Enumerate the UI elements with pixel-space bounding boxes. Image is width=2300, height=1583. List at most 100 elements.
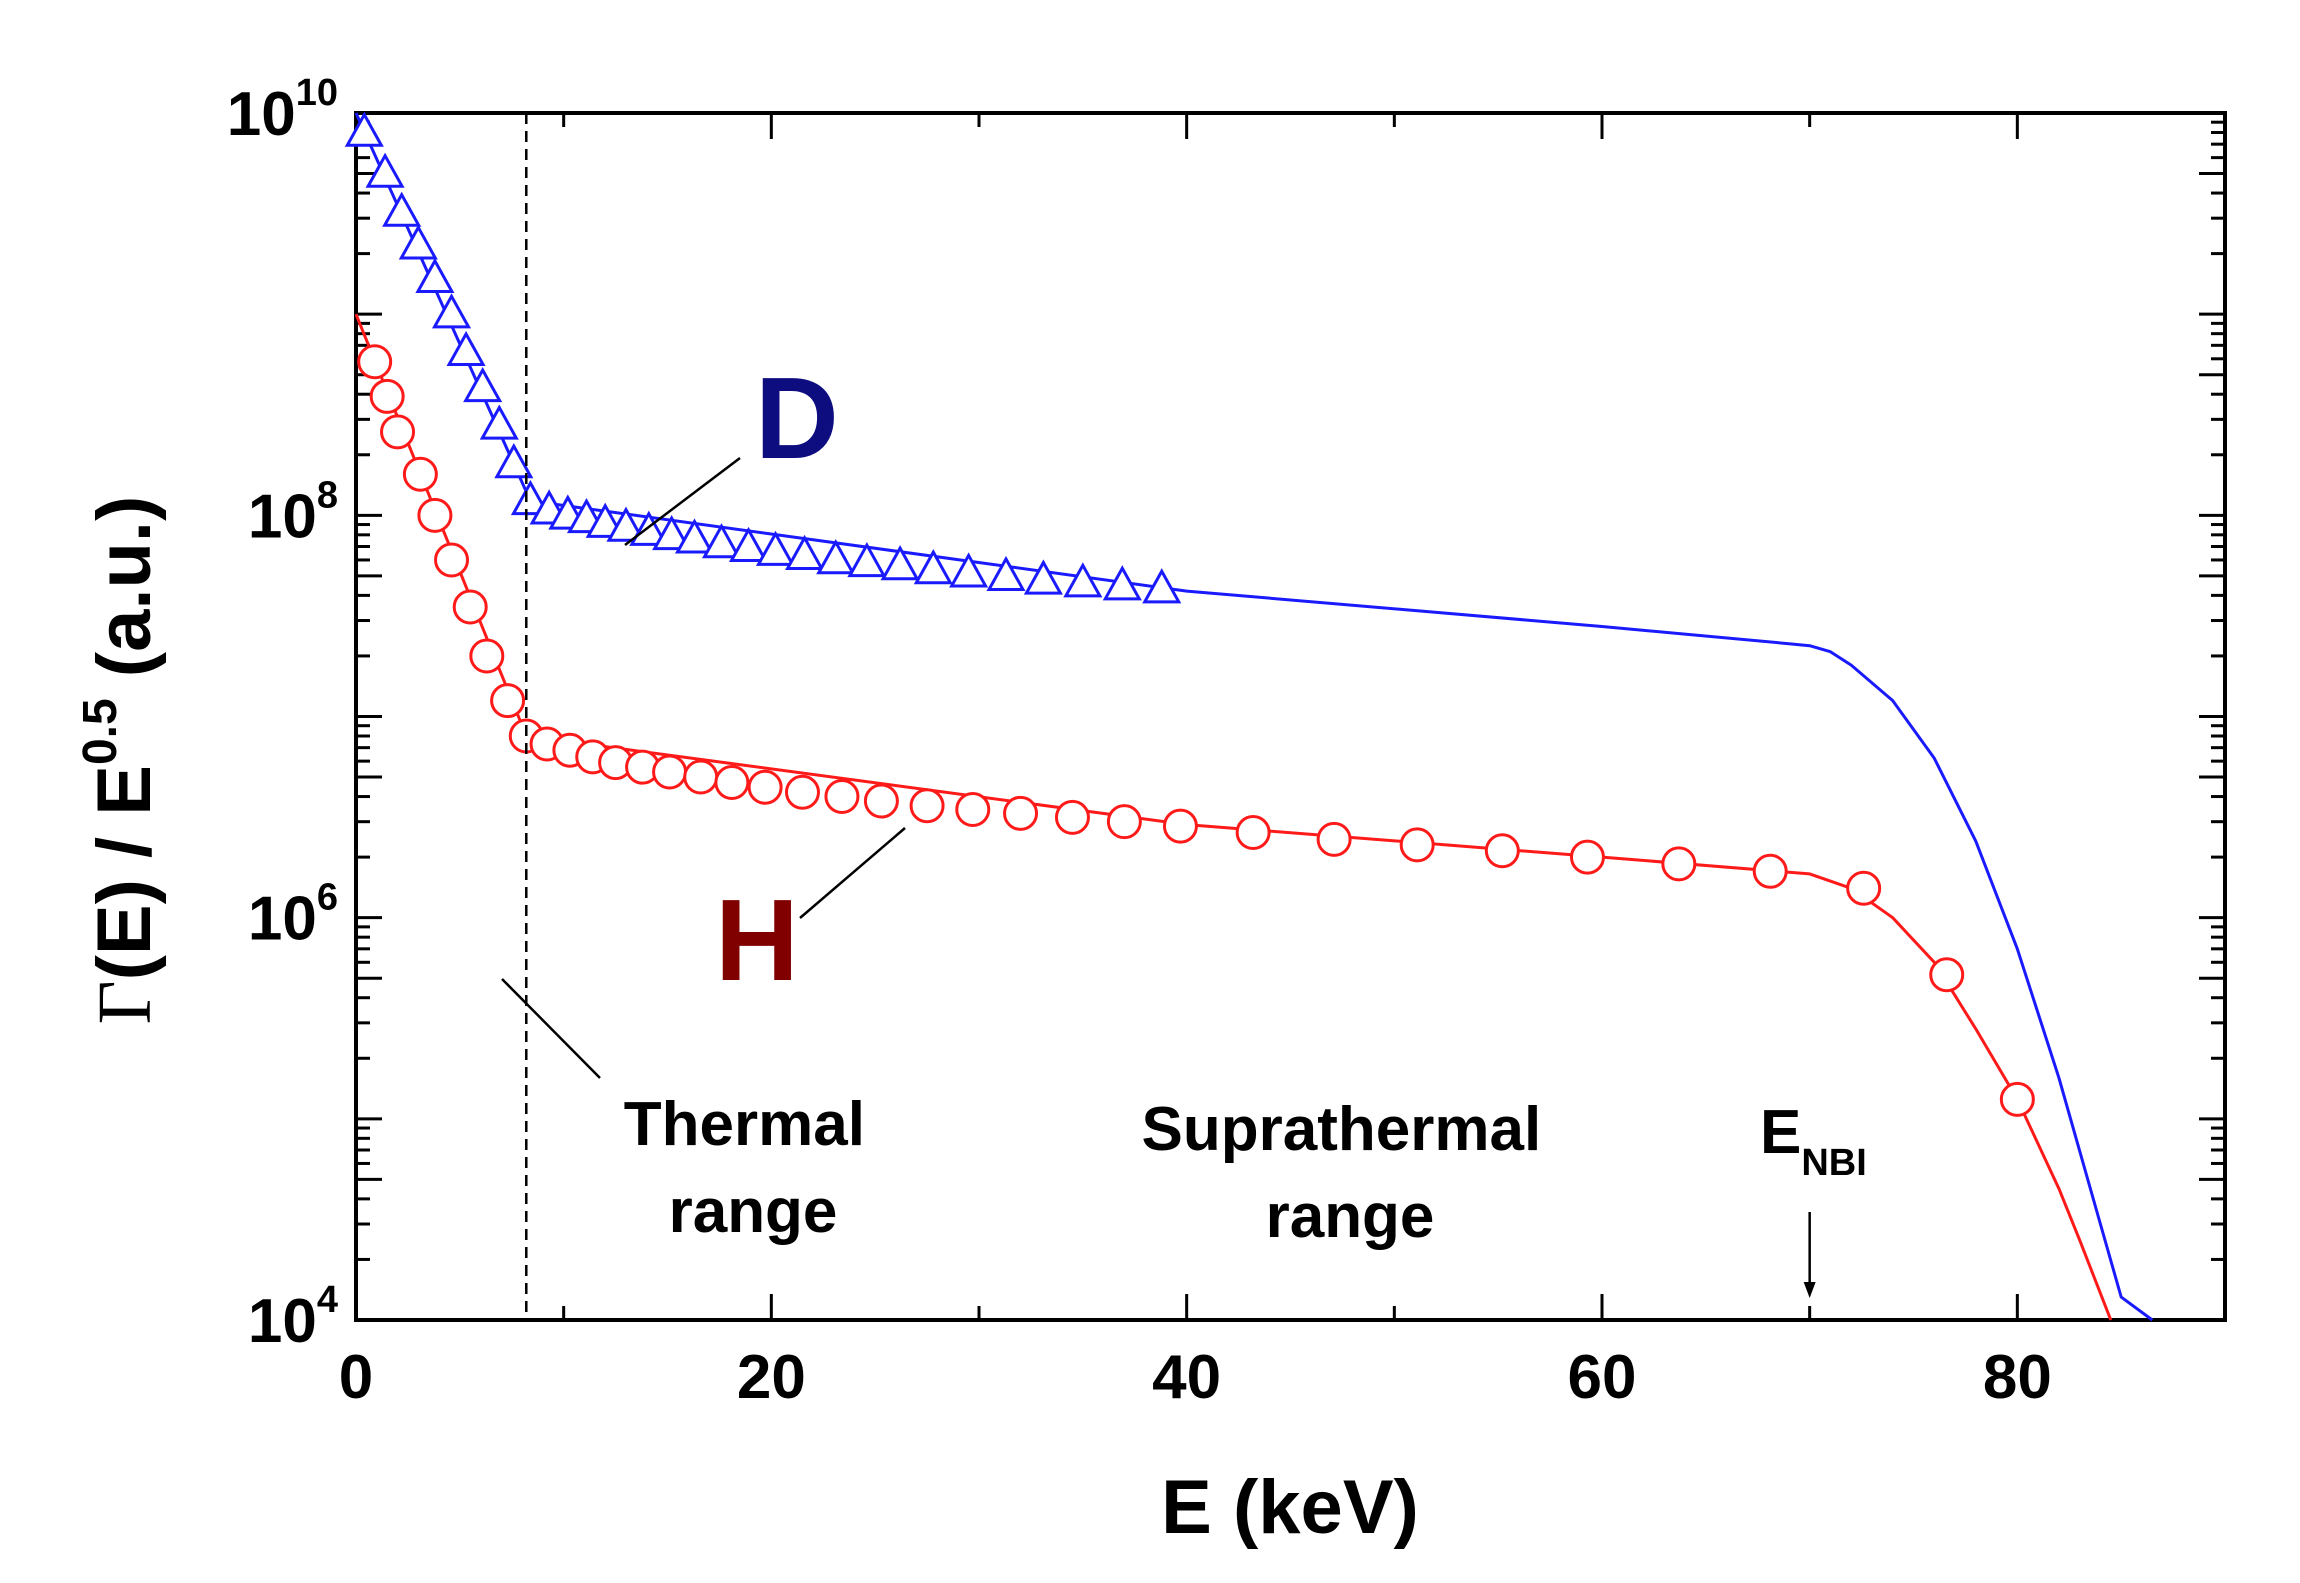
y-tick-label-base: 10 (248, 482, 317, 551)
x-tick-label: 20 (737, 1343, 806, 1412)
series-h-point (1569, 839, 1605, 875)
series-d-point (1102, 565, 1142, 601)
series-h-point (1106, 804, 1142, 840)
series-d-point (755, 530, 796, 566)
y-tick-label-exponent: 8 (317, 474, 338, 516)
series-h-point (1399, 827, 1435, 863)
series-h-point (469, 638, 505, 674)
series-h-point (1235, 815, 1271, 851)
series-h-point (490, 683, 526, 719)
series-d-point (913, 549, 953, 585)
enbi-label-main: E (1760, 1098, 1801, 1167)
y-tick-label: 108 (248, 474, 338, 551)
series-d-point (847, 541, 887, 578)
series-d-point (463, 366, 503, 403)
series-h-point (747, 769, 783, 805)
series-d-point (431, 293, 472, 329)
series-label-h: H (715, 875, 799, 1005)
series-d-point (629, 510, 669, 546)
y-tick-label-base: 10 (248, 1287, 317, 1356)
series-d-point (674, 518, 715, 554)
series-d-point (652, 514, 692, 551)
suprathermal-range-label: Suprathermal range (1142, 1095, 1559, 1251)
y-axis-label-exponent: 0.5 (74, 698, 127, 765)
series-d-line (354, 112, 2154, 1322)
series-h-point (357, 344, 393, 380)
enbi-arrow (1803, 1212, 1816, 1298)
series-h-point (402, 456, 438, 492)
enbi-arrow-head (1803, 1282, 1816, 1298)
series-label-d: D (755, 353, 839, 483)
series-d-point (344, 111, 384, 147)
series-d-point (510, 479, 550, 516)
series-h-point (863, 783, 899, 819)
enbi-label: ENBI (1760, 1098, 1867, 1184)
enbi-label-sub: NBI (1801, 1142, 1866, 1184)
y-tick-label: 106 (248, 877, 338, 954)
x-tick-label: 40 (1152, 1343, 1221, 1412)
y-tick-label-exponent: 10 (296, 72, 338, 114)
series-h-point (955, 791, 991, 827)
y-tick-label-base: 10 (227, 80, 296, 149)
x-axis-label: E (keV) (1161, 1465, 1419, 1550)
series-d-point (494, 443, 534, 479)
series-h-point (452, 589, 488, 625)
series-d-point (415, 257, 455, 293)
series-h-point (1003, 795, 1039, 831)
series-h-point (909, 788, 945, 824)
marker-layer (344, 111, 2035, 1117)
series-h-point (1054, 799, 1090, 835)
series-h-point (1484, 833, 1520, 869)
y-tick-label: 1010 (227, 72, 338, 149)
series-d-point (382, 191, 422, 227)
series-h-point (683, 759, 719, 795)
series-d-point (785, 534, 825, 570)
series-d-point (949, 552, 989, 588)
y-axis-label-gamma: Γ (83, 980, 167, 1024)
series-d-point (728, 526, 769, 563)
series-d-point (1023, 559, 1063, 595)
series-h-point (417, 497, 453, 533)
y-tick-label: 104 (248, 1279, 338, 1356)
series-d-point (816, 539, 856, 575)
series-h-point (824, 779, 860, 815)
y-tick-label-base: 10 (248, 885, 317, 954)
thermal-range-label: Thermal range (624, 1090, 882, 1246)
series-h-point (652, 754, 688, 790)
y-axis-label-middle: (E) / E (82, 765, 167, 980)
y-tick-label-exponent: 6 (317, 877, 338, 919)
series-d-point (1142, 568, 1182, 604)
series-label-d-leader (624, 457, 741, 546)
y-axis-label-suffix: (a.u.) (82, 496, 167, 699)
series-d-point (986, 555, 1026, 592)
x-tick-label: 80 (1983, 1343, 2052, 1412)
series-h-point (714, 764, 750, 800)
series-h-point (1162, 808, 1198, 844)
series-h-point (380, 414, 416, 450)
series-d-point (880, 545, 920, 581)
series-d-point (479, 404, 519, 440)
series-d-point (1063, 562, 1103, 598)
x-tick-label: 60 (1568, 1343, 1637, 1412)
series-h-point (784, 774, 820, 810)
series-d-point (446, 330, 486, 367)
series-h-point (1999, 1081, 2035, 1117)
series-d-point (606, 506, 646, 542)
series-h-point (1316, 821, 1352, 857)
series-h-point (1929, 957, 1965, 993)
thermal-leader (501, 978, 601, 1079)
x-tick-label: 0 (339, 1343, 373, 1412)
y-axis-label: Γ(E) / E0.5 (a.u.) (74, 496, 167, 1025)
series-h-point (1846, 870, 1882, 906)
series-h-point (1661, 846, 1697, 882)
series-d-point (701, 523, 742, 559)
series-label-h-leader (799, 827, 906, 919)
series-d-point (365, 152, 405, 188)
series-h-point (1752, 853, 1788, 889)
series-h-point (434, 542, 470, 578)
axis-ticks (354, 113, 2225, 1322)
y-tick-label-exponent: 4 (317, 1279, 338, 1321)
series-d-point (398, 224, 438, 260)
